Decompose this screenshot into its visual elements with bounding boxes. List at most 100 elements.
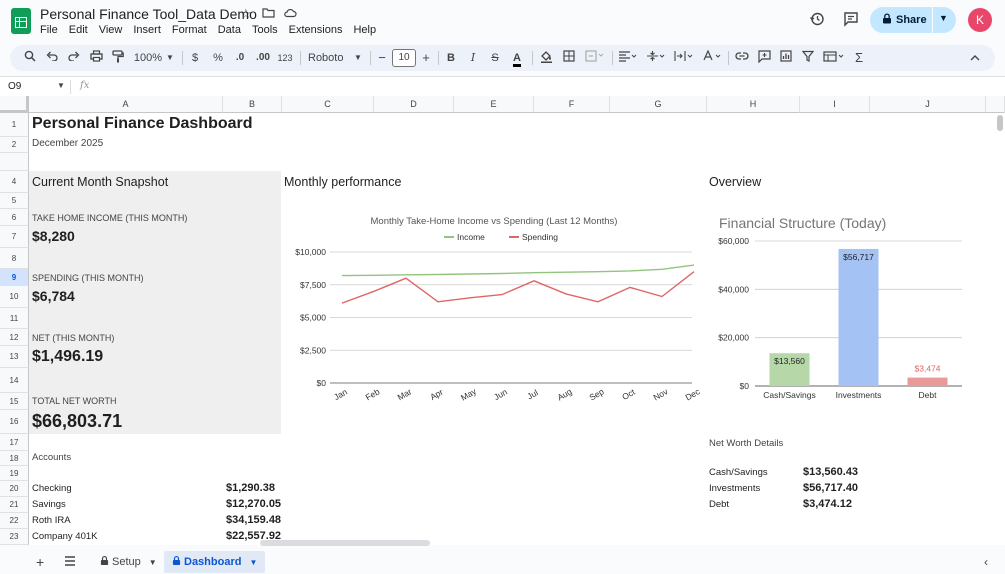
strikethrough-button[interactable]: S [491,52,499,64]
star-icon[interactable]: ☆ [240,6,252,21]
sheets-logo-icon[interactable] [11,8,31,34]
tab-dashboard[interactable]: Dashboard ▼ [164,551,266,573]
name-box[interactable]: O9 [8,81,22,92]
tab-dashboard-dropdown-icon[interactable]: ▼ [249,558,258,567]
hide-menus-icon[interactable] [968,50,982,66]
horizontal-align-icon[interactable] [617,50,639,66]
increase-font-size-button[interactable]: + [422,50,430,65]
tab-setup[interactable]: Setup ▼ [92,551,165,573]
more-formats-button[interactable]: 123 [277,53,293,63]
row-header-20[interactable]: 20 [0,481,29,497]
explore-collapse-icon[interactable]: ‹ [984,555,988,569]
user-avatar[interactable]: K [968,8,992,32]
fill-color-icon[interactable] [538,50,554,66]
functions-icon[interactable]: Σ [854,50,864,65]
bold-button[interactable]: B [447,52,455,64]
column-header-e[interactable]: E [454,96,534,113]
row-header-1[interactable]: 1 [0,113,29,137]
row-header-5[interactable]: 5 [0,193,29,209]
menu-edit[interactable]: Edit [68,24,88,36]
menu-format[interactable]: Format [171,24,207,36]
vertical-scrollbar-thumb[interactable] [997,115,1003,131]
row-header-23[interactable]: 23 [0,529,29,545]
borders-icon[interactable] [561,50,577,66]
row-header-18[interactable]: 18 [0,451,29,466]
column-header-a[interactable]: A [29,96,223,113]
row-header-6[interactable]: 6 [0,209,29,226]
row-header-15[interactable]: 15 [0,393,29,410]
menu-data[interactable]: Data [217,24,241,36]
sheet-grid[interactable]: A B C D E F G H I J 1 2 4 5 6 7 8 9 10 1… [0,96,1005,545]
row-header-7[interactable]: 7 [0,226,29,248]
column-header-b[interactable]: B [223,96,282,113]
text-wrapping-icon[interactable] [673,50,695,66]
column-header-i[interactable]: I [800,96,870,113]
menu-tools[interactable]: Tools [251,24,278,36]
insert-chart-icon[interactable] [778,50,794,66]
filter-views-icon[interactable] [822,50,846,66]
row-header-13[interactable]: 13 [0,346,29,368]
row-header-19[interactable]: 19 [0,466,29,481]
row-header-12[interactable]: 12 [0,329,29,346]
column-header-c[interactable]: C [282,96,374,113]
increase-decimal-button[interactable]: .00 [256,52,270,63]
menu-extensions[interactable]: Extensions [288,24,343,36]
add-sheet-button[interactable]: + [36,554,45,570]
name-box-dropdown-icon[interactable]: ▼ [57,81,65,90]
row-header-3[interactable] [0,153,29,171]
paint-format-icon[interactable] [110,50,126,66]
column-header-extra[interactable] [986,96,1005,113]
format-currency-button[interactable]: $ [191,52,199,64]
font-size-input[interactable]: 10 [392,49,416,67]
row-header-9[interactable]: 9 [0,269,29,286]
zoom-select[interactable]: 100% [133,52,163,64]
row-header-2[interactable]: 2 [0,137,29,153]
menu-insert[interactable]: Insert [133,24,161,36]
row-header-11[interactable]: 11 [0,308,29,329]
column-header-f[interactable]: F [534,96,610,113]
row-header-17[interactable]: 17 [0,434,29,451]
row-header-8[interactable]: 8 [0,248,29,269]
menu-view[interactable]: View [98,24,123,36]
bar-chart[interactable]: Financial Structure (Today) $0 $20,000 $40,… [709,206,972,408]
italic-button[interactable]: I [470,51,476,64]
row-header-21[interactable]: 21 [0,497,29,513]
row-header-22[interactable]: 22 [0,513,29,529]
column-header-d[interactable]: D [374,96,454,113]
row-header-16[interactable]: 16 [0,410,29,434]
menu-help[interactable]: Help [353,24,377,36]
line-chart[interactable]: Monthly Take-Home Income vs Spending (La… [284,206,705,408]
row-header-10[interactable]: 10 [0,286,29,308]
column-header-g[interactable]: G [610,96,707,113]
all-sheets-icon[interactable] [56,551,84,573]
text-rotation-icon[interactable] [701,49,723,66]
search-menus-icon[interactable] [22,50,38,66]
move-folder-icon[interactable] [262,6,275,21]
redo-icon[interactable] [66,50,82,66]
font-select[interactable]: Roboto [308,52,344,64]
cloud-status-icon[interactable] [283,6,297,21]
insert-link-icon[interactable] [734,50,750,66]
zoom-dropdown-icon[interactable]: ▼ [166,53,174,62]
row-header-4[interactable]: 4 [0,171,29,193]
row-header-14[interactable]: 14 [0,368,29,393]
version-history-icon[interactable] [808,11,826,29]
print-icon[interactable] [88,50,104,66]
vertical-align-icon[interactable] [645,50,667,66]
font-dropdown-icon[interactable]: ▼ [354,53,362,62]
share-dropdown-icon[interactable]: ▼ [939,13,948,23]
text-color-button[interactable]: A [509,50,525,67]
menu-file[interactable]: File [40,24,58,36]
select-all-corner[interactable] [0,96,29,113]
share-button[interactable]: Share ▼ [870,7,956,33]
decrease-decimal-button[interactable]: .0 [235,52,245,63]
create-filter-icon[interactable] [800,50,816,66]
column-header-h[interactable]: H [707,96,800,113]
decrease-font-size-button[interactable]: − [378,50,386,65]
merge-cells-icon[interactable] [584,50,606,66]
insert-comment-icon[interactable] [756,50,772,66]
column-header-j[interactable]: J [870,96,986,113]
tab-setup-dropdown-icon[interactable]: ▼ [148,558,157,567]
undo-icon[interactable] [44,50,60,66]
format-percent-button[interactable]: % [213,52,223,64]
